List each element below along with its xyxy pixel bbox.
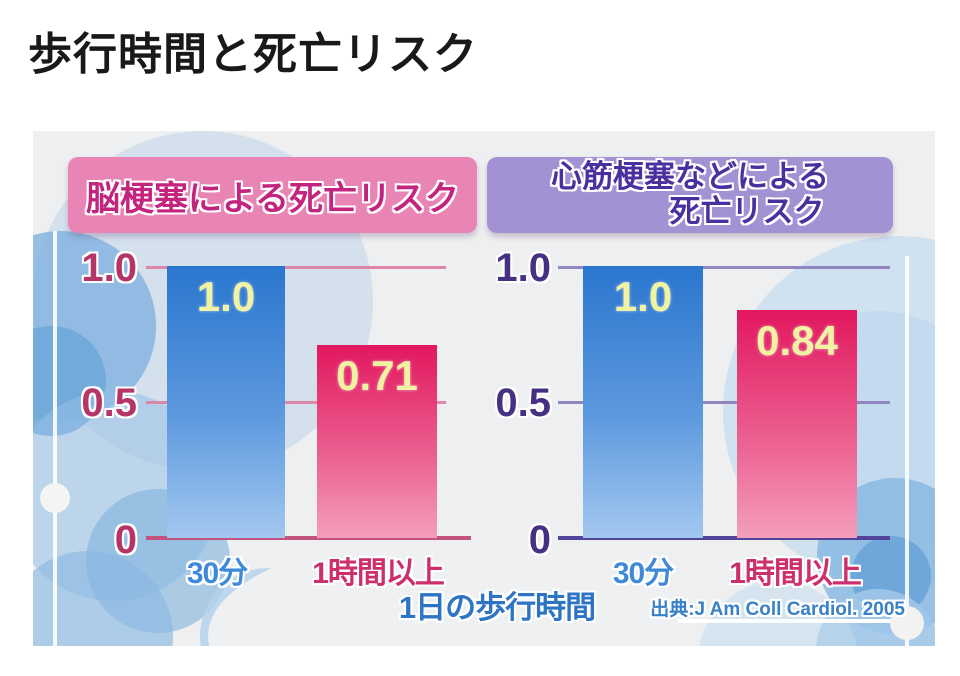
x-axis-title: 1日の歩行時間: [398, 590, 596, 625]
left-ytick-0: 0: [114, 518, 137, 562]
right-gridline-1.0: [558, 266, 890, 269]
left-xtick-1hour: 1時間以上: [312, 557, 445, 590]
left-gridline-0.5: [146, 401, 446, 404]
right-chart-title-line2: 死亡リスク: [669, 194, 825, 229]
right-bar-1hour-value: 0.84: [756, 317, 838, 364]
right-bar-30min-value: 1.0: [613, 273, 673, 320]
left-ytick-0.5: 0.5: [81, 381, 137, 425]
left-xtick-30min: 30分: [186, 557, 248, 590]
right-xtick-30min: 30分: [612, 557, 674, 590]
left-chart-title-banner: 脳梗塞による死亡リスク: [68, 157, 477, 233]
right-ytick-0: 0: [528, 518, 551, 562]
page-title: 歩行時間と死亡リスク: [28, 30, 478, 79]
left-x-axis-line: [146, 536, 471, 540]
left-gridline-1.0: [146, 266, 446, 269]
left-bar-30min-value: 1.0: [196, 273, 256, 320]
left-bar-30min: 1.0: [167, 266, 285, 538]
right-x-axis-line: [558, 536, 890, 540]
source-citation: 出典:J Am Coll Cardiol. 2005: [650, 599, 905, 620]
left-ytick-1.0: 1.0: [81, 246, 137, 290]
left-bar-1hour-value: 0.71: [336, 352, 418, 399]
right-bar-30min: 1.0: [583, 266, 703, 538]
right-gridline-0.5: [558, 401, 890, 404]
chart-panel: 脳梗塞による死亡リスク 心筋梗塞などによる 死亡リスク 1.0 0.5 0 1.…: [33, 131, 935, 646]
right-bar-1hour: 0.84: [737, 310, 857, 538]
left-chart-title: 脳梗塞による死亡リスク: [86, 179, 459, 218]
right-ytick-0.5: 0.5: [495, 381, 551, 425]
right-chart-title-line1: 心筋梗塞などによる: [550, 159, 830, 195]
right-xtick-1hour: 1時間以上: [729, 557, 862, 590]
left-bar-1hour: 0.71: [317, 345, 437, 538]
right-ytick-1.0: 1.0: [495, 246, 551, 290]
right-chart-title-banner: 心筋梗塞などによる 死亡リスク: [487, 157, 893, 233]
